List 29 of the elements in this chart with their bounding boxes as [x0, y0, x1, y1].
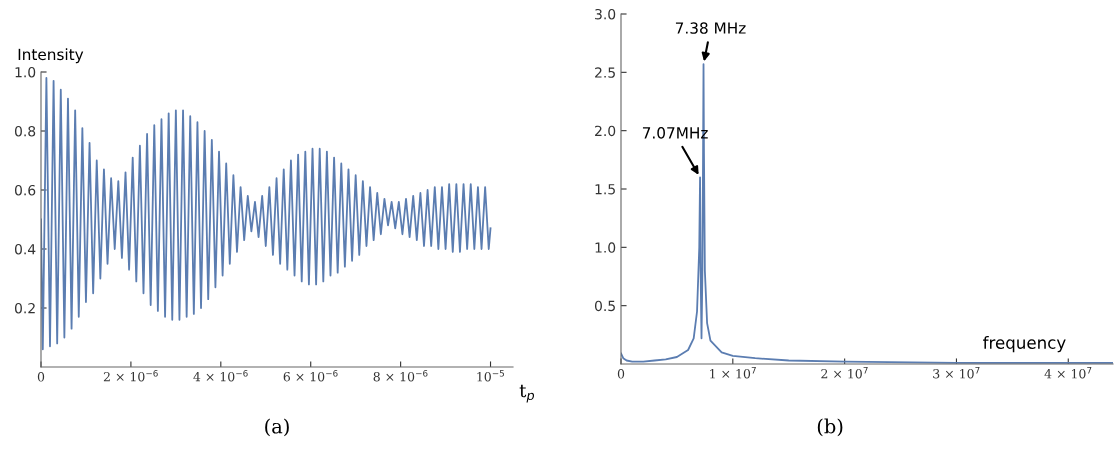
y-axis-title: Intensity — [18, 48, 84, 64]
x-tick-label: 4 × 10$^{−6}$ — [193, 369, 248, 382]
x-tick-label: 1 × 10$^{7}$ — [710, 367, 756, 379]
y-tick-label: 0.4 — [14, 243, 36, 255]
y-tick-label: 3.0 — [595, 8, 616, 20]
x-tick-label: 4 × 10$^{7}$ — [1044, 367, 1092, 379]
x-tick-label: 10$^{−5}$ — [477, 370, 504, 382]
text: (b) — [817, 418, 843, 437]
y-tick-label: 0.5 — [594, 300, 615, 312]
x-tick-label: 3 × 10$^{7}$ — [933, 367, 980, 379]
x-tick-label: 2 × 10$^{7}$ — [821, 367, 868, 379]
x-tick-label: 6 × 10$^{−6}$ — [283, 369, 338, 382]
x-axis-title: t$_{p}$ — [519, 384, 534, 403]
line-series — [41, 76, 492, 351]
y-tick-label: 0.6 — [14, 184, 36, 196]
x-tick-label: 0 — [37, 372, 45, 382]
y-tick-label: 1.0 — [15, 66, 36, 78]
y-tick-label: 0.2 — [14, 302, 35, 314]
y-tick-label: 0.8 — [14, 125, 36, 137]
x-tick-label: 0 — [617, 369, 625, 379]
y-tick-label: 2.5 — [595, 67, 615, 78]
y-tick-label: 1.0 — [595, 242, 616, 253]
y-tick-label: 2.0 — [595, 125, 616, 137]
text: (a) — [265, 418, 289, 437]
x-tick-label: 8 × 10$^{−6}$ — [373, 369, 428, 382]
x-tick-label: 2 × 10$^{−6}$ — [103, 369, 158, 382]
x-axis-title: frequency — [983, 336, 1066, 353]
y-tick-label: 1.5 — [595, 184, 615, 195]
annotation: 7.38 MHz — [675, 22, 746, 34]
